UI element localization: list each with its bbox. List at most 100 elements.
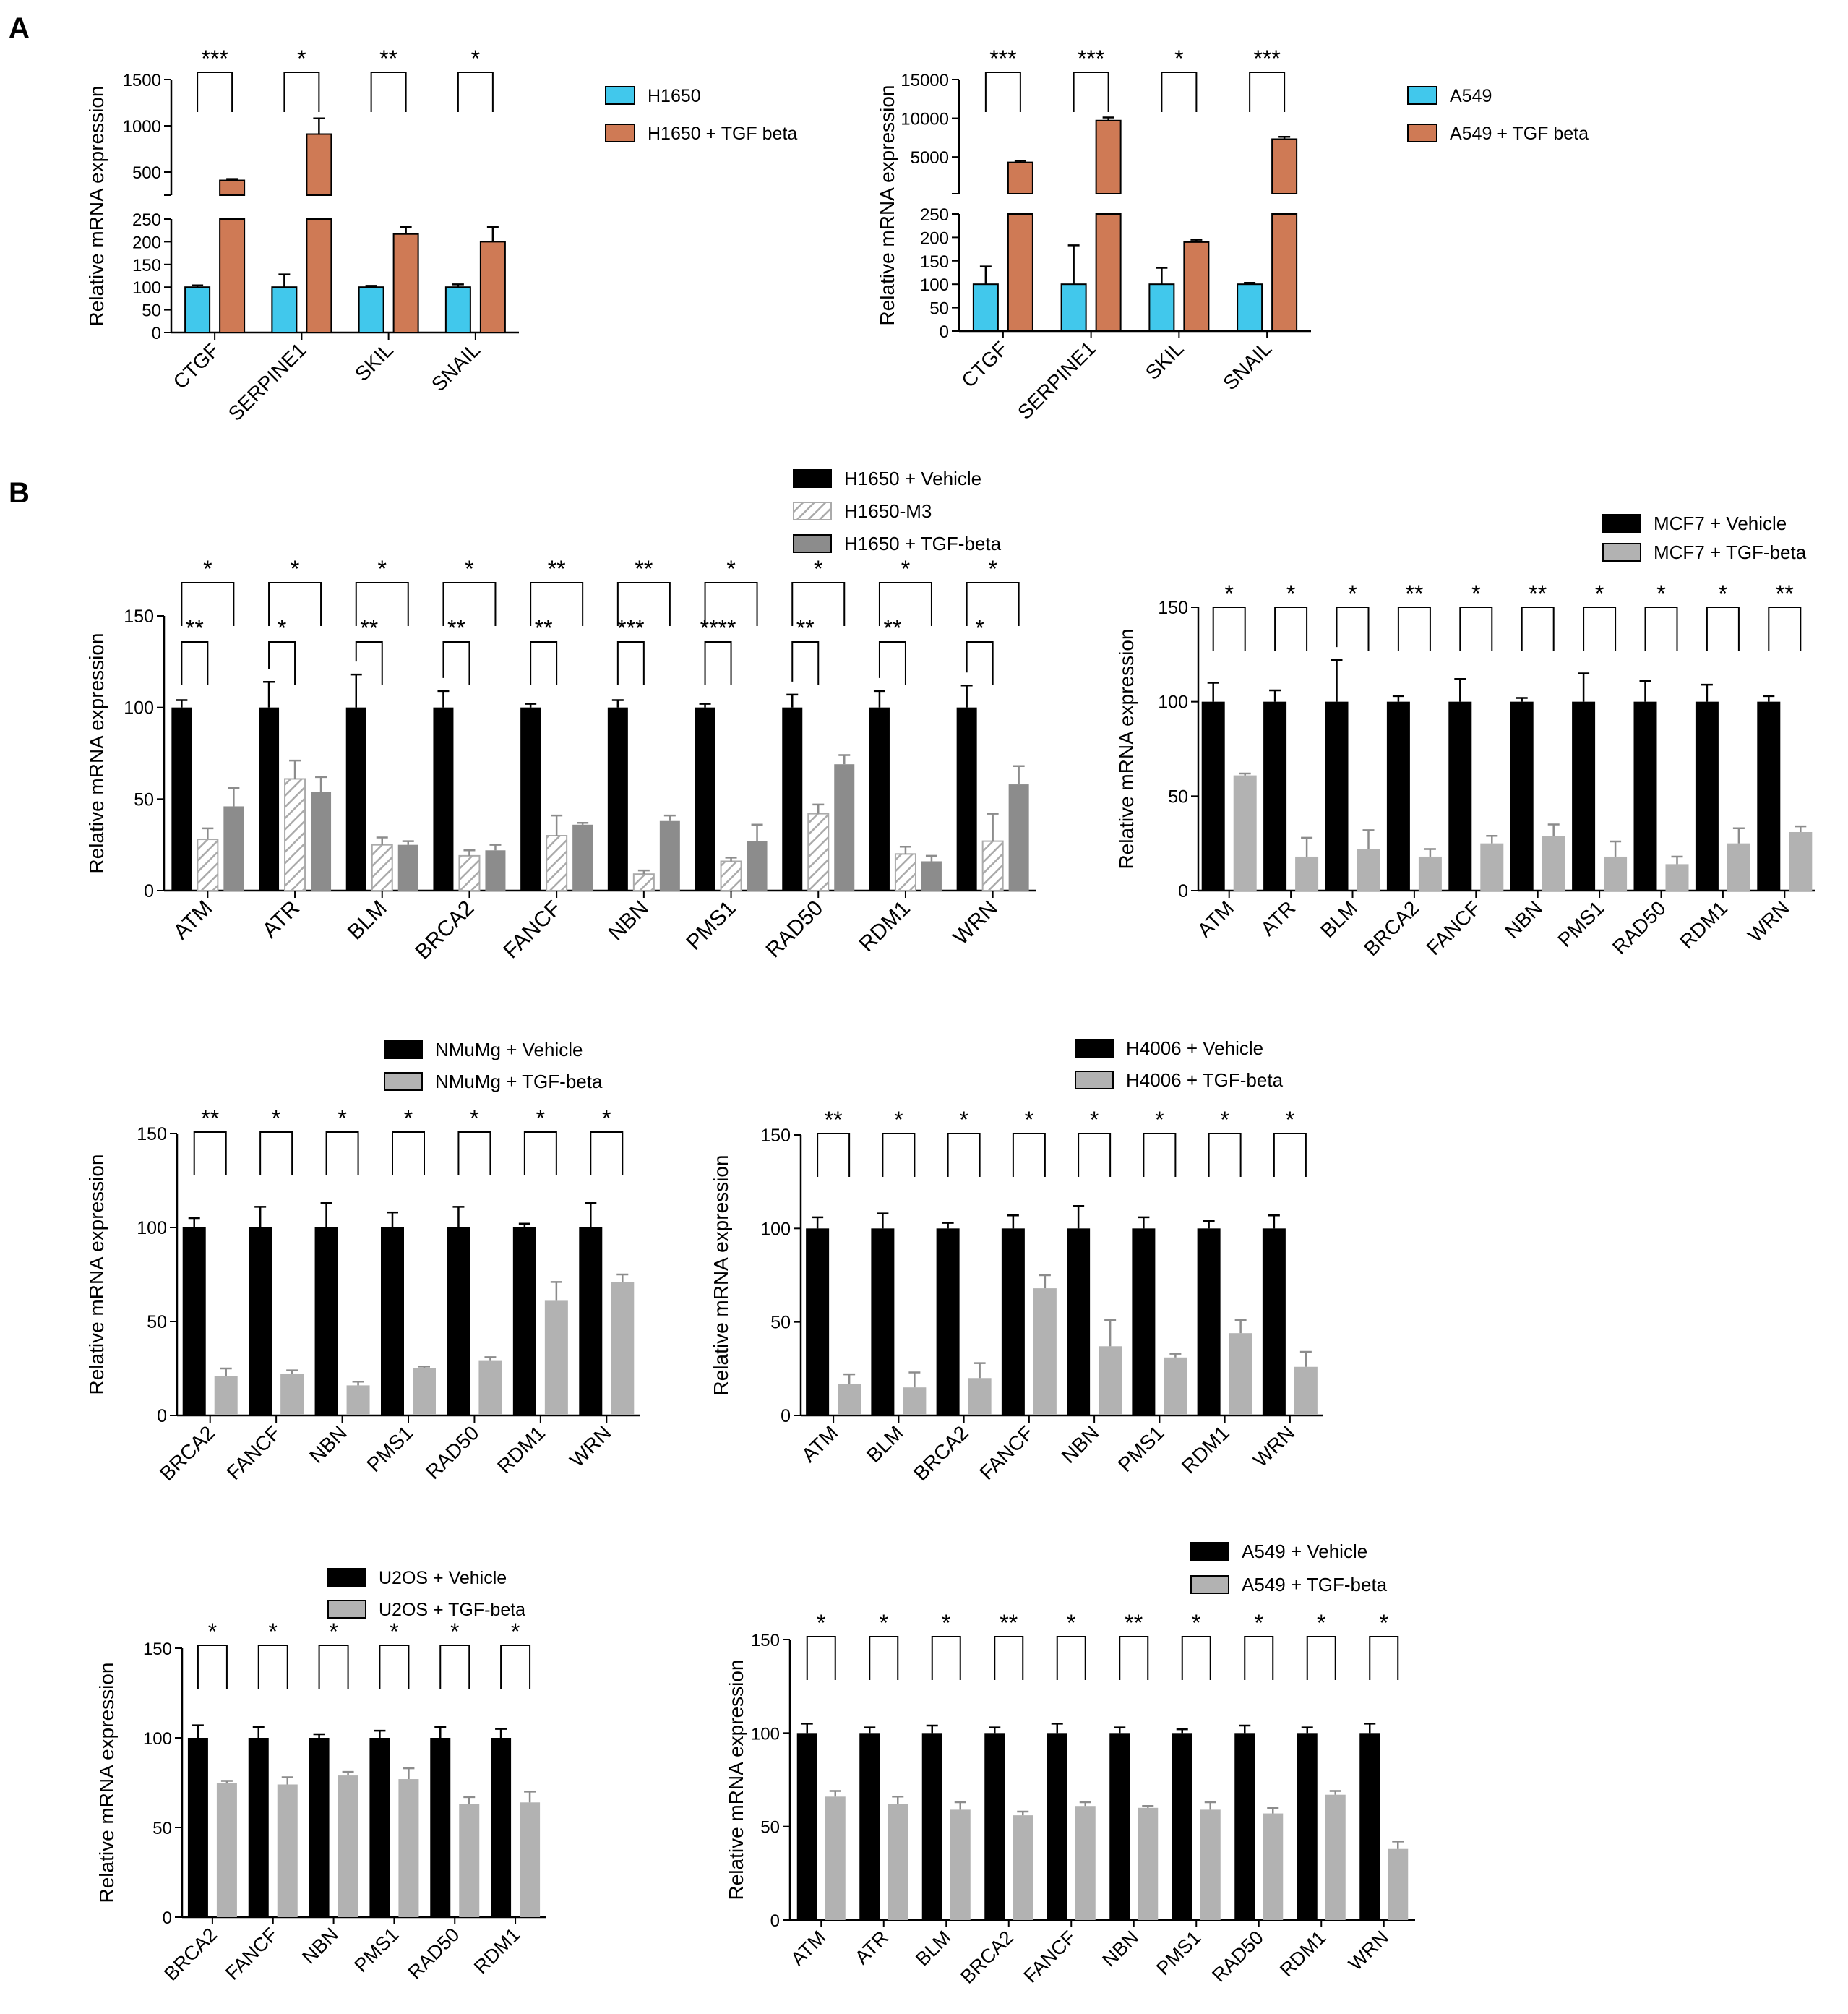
significance-label: *: [975, 615, 984, 641]
bar: [834, 764, 855, 891]
significance-bracket: [523, 1131, 557, 1175]
significance-label: *: [1224, 580, 1233, 607]
bar: [1633, 701, 1657, 891]
significance-bracket: [1706, 607, 1740, 651]
bar-upper-segment: [1095, 119, 1122, 195]
bar: [1164, 1357, 1187, 1415]
chart-B-nmumg: 0 50 100 150 Relative mRNA expression BRCA2 FA…: [85, 1039, 640, 1485]
category-label: FANCF: [499, 896, 566, 964]
significance-bracket: [1459, 607, 1493, 651]
category-label: PMS1: [362, 1421, 417, 1476]
chart-B-u2os: 0 50 100 150 Relative mRNA expression BRCA2 FA…: [95, 1568, 546, 1985]
bar: [1138, 1807, 1159, 1920]
category-label: SERPINE1: [224, 338, 311, 425]
category-label: RDM1: [1177, 1421, 1234, 1478]
significance-bracket: [197, 72, 233, 112]
significance-label: *: [1255, 1610, 1263, 1636]
bar: [888, 1804, 908, 1920]
bar: [1229, 1333, 1252, 1415]
significance-label: *: [203, 556, 212, 582]
category-label: PMS1: [682, 896, 740, 955]
significance-label: **: [447, 615, 465, 641]
category-label: BRCA2: [956, 1927, 1018, 1988]
bar-upper-segment: [306, 133, 332, 197]
bar: [1418, 856, 1442, 891]
bar: [611, 1282, 635, 1415]
category-label: FANCF: [221, 1924, 282, 1984]
bar: [216, 1783, 237, 1917]
y-tick-label: 100: [920, 275, 949, 295]
bar: [398, 1779, 419, 1917]
bar: [950, 1809, 971, 1920]
bar: [1297, 1733, 1318, 1920]
bar: [968, 1378, 992, 1415]
bar-lower-segment: [306, 218, 332, 333]
bar: [1542, 836, 1565, 891]
y-tick-label: 250: [920, 205, 949, 225]
y-axis-label: Relative mRNA expression: [85, 85, 108, 326]
category-label: SKIL: [1141, 337, 1188, 384]
significance-label: *: [894, 1107, 903, 1133]
bar: [544, 1300, 568, 1415]
significance-bracket: [791, 582, 846, 626]
bar: [1237, 283, 1263, 333]
significance-label: ***: [201, 46, 228, 72]
significance-label: **: [360, 615, 378, 641]
category-label: NBN: [1057, 1421, 1104, 1467]
significance-label: **: [1405, 580, 1423, 607]
significance-label: **: [535, 615, 553, 641]
category-label: ATM: [1193, 896, 1238, 941]
significance-bracket: [181, 582, 235, 626]
significance-bracket: [590, 1131, 624, 1175]
y-axis-label: Relative mRNA expression: [710, 1154, 732, 1395]
significance-bracket: [1369, 1636, 1399, 1680]
significance-label: *: [390, 1619, 398, 1645]
y-tick-label: 50: [134, 789, 154, 810]
bar: [1033, 1288, 1057, 1415]
significance-label: *: [817, 1610, 825, 1636]
significance-bracket: [817, 1133, 851, 1177]
significance-bracket: [1119, 1636, 1149, 1680]
bar: [869, 707, 890, 891]
bar: [1448, 701, 1472, 891]
legend-label: A549 + Vehicle: [1242, 1541, 1367, 1562]
legend-label: A549 + TGF-beta: [1242, 1574, 1388, 1595]
category-label: FANCF: [223, 1421, 285, 1484]
significance-bracket: [355, 641, 383, 685]
bar: [1727, 843, 1750, 891]
bar: [309, 1738, 330, 1917]
significance-bracket: [869, 1636, 899, 1680]
y-axis-label: Relative mRNA expression: [85, 1154, 108, 1394]
category-label: NBN: [1098, 1927, 1143, 1971]
y-tick-label: 0: [152, 324, 161, 343]
legend-label: A549 + TGF beta: [1450, 124, 1589, 144]
y-axis-label: Relative mRNA expression: [85, 633, 108, 873]
bar: [311, 792, 332, 891]
significance-label: **: [1125, 1610, 1143, 1636]
significance-bracket: [500, 1645, 531, 1689]
bar: [197, 839, 219, 891]
bar: [921, 1733, 942, 1920]
category-label: NBN: [1500, 896, 1547, 943]
category-label: BRCA2: [1359, 896, 1423, 960]
bar: [1263, 701, 1287, 891]
bar: [1172, 1733, 1192, 1920]
significance-label: **: [1529, 580, 1547, 607]
bar-lower-segment: [1271, 213, 1298, 332]
significance-bracket: [1397, 607, 1431, 651]
significance-bracket: [1208, 1133, 1242, 1177]
significance-bracket: [257, 1645, 288, 1689]
legend-label: U2OS + TGF-beta: [379, 1600, 525, 1620]
significance-label: *: [880, 1610, 888, 1636]
significance-label: *: [269, 1619, 278, 1645]
significance-label: *: [942, 1610, 950, 1636]
legend-label: MCF7 + Vehicle: [1654, 513, 1787, 534]
significance-bracket: [268, 582, 322, 626]
bar: [458, 854, 481, 892]
y-tick-label: 0: [157, 1406, 167, 1426]
significance-label: *: [470, 1105, 478, 1131]
significance-label: *: [988, 556, 997, 582]
bar: [249, 1227, 272, 1415]
legend-swatch: [793, 502, 832, 520]
